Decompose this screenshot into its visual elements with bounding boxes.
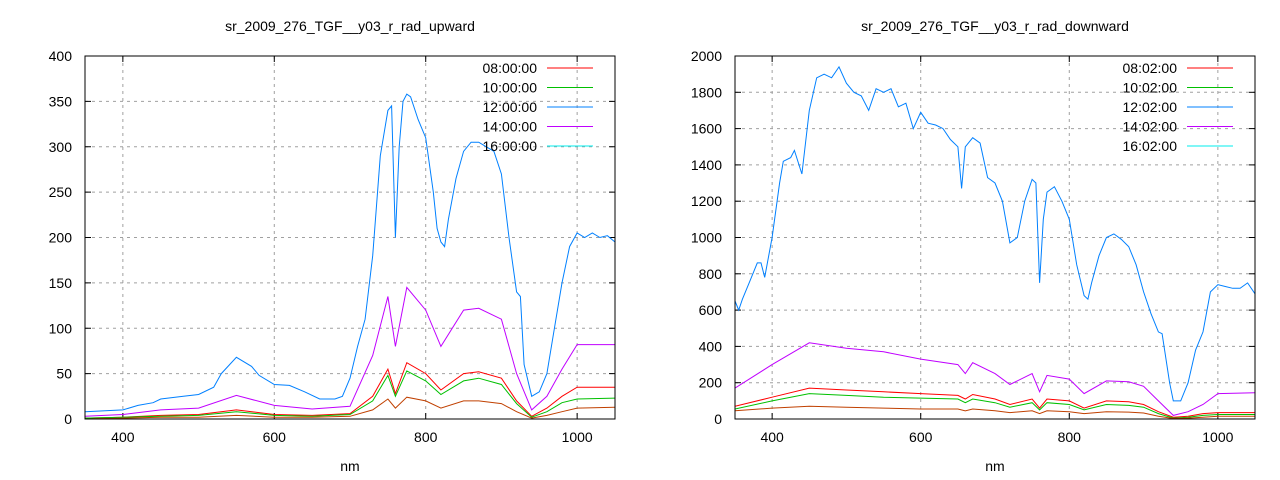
y-tick-label: 350 — [49, 93, 73, 109]
y-tick-label: 50 — [56, 366, 72, 382]
y-tick-label: 200 — [49, 230, 73, 246]
x-tick-label: 1000 — [562, 429, 593, 445]
y-tick-label: 0 — [64, 411, 72, 427]
legend-label: 16:02:00 — [1123, 138, 1178, 154]
series-line-140000 — [85, 286, 615, 417]
legend-label: 14:00:00 — [483, 119, 538, 135]
legend-label: 10:00:00 — [483, 80, 538, 96]
y-tick-label: 100 — [49, 320, 73, 336]
x-tick-label: 800 — [414, 429, 438, 445]
legend-label: 08:02:00 — [1123, 60, 1178, 76]
x-tick-label: 1000 — [1202, 429, 1233, 445]
y-tick-label: 300 — [49, 139, 73, 155]
y-tick-label: 400 — [49, 48, 73, 64]
y-tick-label: 1800 — [691, 84, 722, 100]
series-line-120200 — [735, 65, 1255, 402]
legend-label: 12:02:00 — [1123, 99, 1178, 115]
y-tick-label: 1400 — [691, 157, 722, 173]
x-tick-label: 400 — [111, 429, 135, 445]
series-line-080200 — [735, 387, 1255, 418]
y-tick-label: 0 — [714, 411, 722, 427]
legend-label: 08:00:00 — [483, 60, 538, 76]
y-tick-label: 600 — [699, 302, 723, 318]
series-line-120000 — [85, 93, 615, 413]
x-axis-label: nm — [985, 458, 1004, 474]
chart-title: sr_2009_276_TGF__y03_r_rad_downward — [861, 18, 1129, 34]
y-tick-label: 200 — [699, 375, 723, 391]
y-tick-label: 1600 — [691, 121, 722, 137]
series-line-140200 — [735, 342, 1255, 416]
chart-title: sr_2009_276_TGF__y03_r_rad_upward — [225, 18, 475, 34]
y-tick-label: 150 — [49, 275, 73, 291]
y-tick-label: 1000 — [691, 230, 722, 246]
series-line-160000 — [85, 396, 615, 419]
y-tick-label: 1200 — [691, 193, 722, 209]
x-axis-label: nm — [340, 458, 359, 474]
plot-border — [734, 55, 1256, 420]
x-tick-label: 800 — [1058, 429, 1082, 445]
y-tick-label: 250 — [49, 184, 73, 200]
plot-border — [84, 55, 616, 420]
y-tick-label: 800 — [699, 266, 723, 282]
y-tick-label: 400 — [699, 338, 723, 354]
legend-label: 12:00:00 — [483, 99, 538, 115]
series-line-100000 — [85, 370, 615, 419]
legend-label: 16:00:00 — [483, 138, 538, 154]
legend-label: 14:02:00 — [1123, 119, 1178, 135]
y-tick-label: 2000 — [691, 48, 722, 64]
x-tick-label: 600 — [909, 429, 933, 445]
legend-label: 10:02:00 — [1123, 80, 1178, 96]
x-tick-label: 600 — [263, 429, 287, 445]
series-line-080000 — [85, 361, 615, 419]
x-tick-label: 400 — [760, 429, 784, 445]
